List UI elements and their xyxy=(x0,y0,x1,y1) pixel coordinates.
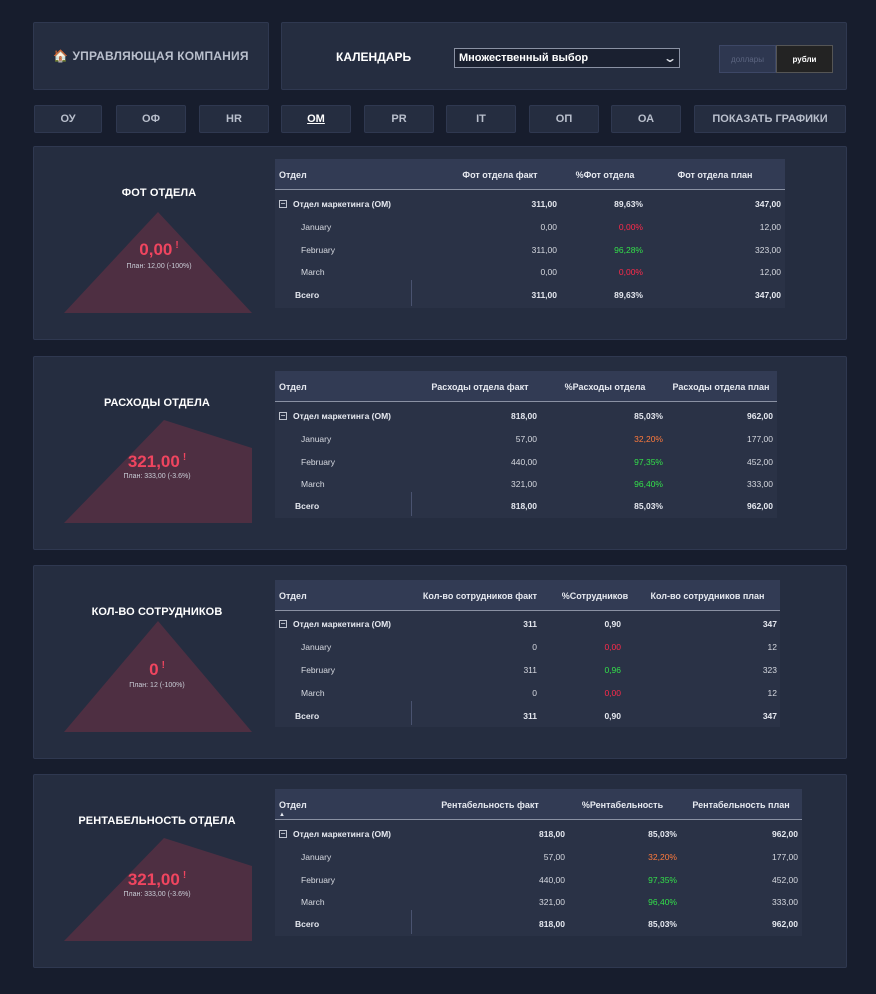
table-group-row[interactable]: − Отдел маркетинга (ОМ) 818,00 85,03% 962… xyxy=(279,828,798,839)
table-total-row: Всего 311,00 89,63% 347,00 xyxy=(295,289,781,300)
chevron-down-icon: ⌄ xyxy=(662,51,678,65)
column-header[interactable]: Рентабельность факт xyxy=(441,799,539,810)
house-icon: 🏠 xyxy=(53,49,69,63)
table-total-row: Всего 818,00 85,03% 962,00 xyxy=(295,918,798,929)
warning-icon: ! xyxy=(182,870,187,881)
calendar-select[interactable]: Множественный выбор ⌄ xyxy=(454,48,680,68)
card-fot: ФОТ ОТДЕЛА 0,00! План: 12,00 (-100%) Отд… xyxy=(33,146,847,340)
tab-hr[interactable]: HR xyxy=(199,105,269,133)
tab-op[interactable]: ОП xyxy=(529,105,599,133)
collapse-icon[interactable]: − xyxy=(279,410,287,420)
column-header[interactable]: Кол-во сотрудников план xyxy=(650,590,765,601)
column-header[interactable]: Расходы отдела факт xyxy=(431,381,529,392)
column-header[interactable]: %Фот отдела xyxy=(575,169,635,180)
column-header[interactable]: Фот отдела план xyxy=(677,169,753,180)
table-group-row[interactable]: − Отдел маркетинга (ОМ) 311 0,90 347 xyxy=(279,618,777,629)
company-label: УПРАВЛЯЮЩАЯ КОМПАНИЯ xyxy=(72,49,249,63)
column-header[interactable]: %Рентабельность xyxy=(581,799,664,810)
data-table: Отдел Кол-во сотрудников факт %Сотрудник… xyxy=(275,580,780,727)
show-charts-button[interactable]: ПОКАЗАТЬ ГРАФИКИ xyxy=(694,105,846,133)
card-title: ФОТ ОТДЕЛА xyxy=(121,187,197,199)
collapse-icon[interactable]: − xyxy=(279,618,287,628)
kpi-plan: План: 12 (-100%) xyxy=(129,682,185,689)
sort-ascending-icon[interactable]: ▲ xyxy=(279,812,285,818)
table-row: January 0,00 0,00% 12,00 xyxy=(301,221,781,232)
table-row: January 57,00 32,20% 177,00 xyxy=(301,433,773,444)
card-expenses: РАСХОДЫ ОТДЕЛА 321,00! План: 333,00 (-3.… xyxy=(33,356,847,550)
dollars-button[interactable]: доллары xyxy=(719,45,776,73)
kpi-shape xyxy=(64,420,252,523)
column-header[interactable]: Кол-во сотрудников факт xyxy=(422,590,538,601)
column-header[interactable]: Отдел ▲ xyxy=(279,799,307,819)
column-header[interactable]: %Расходы отдела xyxy=(564,381,646,392)
table-row: March 321,00 96,40% 333,00 xyxy=(301,478,773,489)
column-header[interactable]: Отдел xyxy=(279,590,307,601)
rubles-button[interactable]: рубли xyxy=(776,45,833,73)
kpi-value: 321,00! xyxy=(127,870,187,889)
table-row: February 440,00 97,35% 452,00 xyxy=(301,456,773,467)
table-row: February 311 0,96 323 xyxy=(301,664,777,675)
table-header: Отдел ▲ Рентабельность факт %Рентабельнос… xyxy=(275,789,802,820)
table-total-row: Всего 311 0,90 347 xyxy=(295,710,777,721)
card-title: РЕНТАБЕЛЬНОСТЬ ОТДЕЛА xyxy=(78,815,236,827)
tab-om[interactable]: ОМ xyxy=(281,105,351,133)
card-title: КОЛ-ВО СОТРУДНИКОВ xyxy=(91,606,223,618)
kpi-plan: План: 333,00 (-3.6%) xyxy=(123,473,191,480)
column-header[interactable]: Фот отдела факт xyxy=(462,169,538,180)
data-table: Отдел Расходы отдела факт %Расходы отдел… xyxy=(275,371,777,518)
column-header[interactable]: %Сотрудников xyxy=(561,590,629,601)
kpi-shape xyxy=(64,212,252,313)
warning-icon: ! xyxy=(161,660,165,671)
table-row: February 440,00 97,35% 452,00 xyxy=(301,874,798,885)
calendar-label: КАЛЕНДАРЬ xyxy=(336,50,412,64)
card-profitability: РЕНТАБЕЛЬНОСТЬ ОТДЕЛА 321,00! План: 333,… xyxy=(33,774,847,968)
card-title: РАСХОДЫ ОТДЕЛА xyxy=(104,397,210,409)
calendar-panel: КАЛЕНДАРЬ Множественный выбор ⌄ доллары … xyxy=(281,22,847,90)
kpi-value: 321,00! xyxy=(127,452,187,471)
warning-icon: ! xyxy=(175,240,179,251)
card-headcount: КОЛ-ВО СОТРУДНИКОВ 0! План: 12 (-100%) О… xyxy=(33,565,847,759)
kpi-shape xyxy=(64,838,252,941)
table-row: March 0,00 0,00% 12,00 xyxy=(301,266,781,277)
tab-oa[interactable]: ОА xyxy=(611,105,681,133)
kpi-plan: План: 333,00 (-3.6%) xyxy=(123,891,191,898)
kpi-value: 0! xyxy=(149,660,165,679)
table-header: Отдел Кол-во сотрудников факт %Сотрудник… xyxy=(275,580,780,611)
table-row: February 311,00 96,28% 323,00 xyxy=(301,244,781,255)
table-group-row[interactable]: − Отдел маркетинга (ОМ) 818,00 85,03% 962… xyxy=(279,410,773,421)
table-total-row: Всего 818,00 85,03% 962,00 xyxy=(295,500,773,511)
collapse-icon[interactable]: − xyxy=(279,828,287,838)
calendar-select-value: Множественный выбор xyxy=(459,52,589,64)
table-header: Отдел Расходы отдела факт %Расходы отдел… xyxy=(275,371,777,402)
kpi-shape xyxy=(64,621,252,732)
column-header[interactable]: Расходы отдела план xyxy=(672,381,770,392)
tab-of[interactable]: ОФ xyxy=(116,105,186,133)
collapse-icon[interactable]: − xyxy=(279,198,287,208)
column-header[interactable]: Отдел xyxy=(279,381,307,392)
tab-it[interactable]: IT xyxy=(446,105,516,133)
data-table: Отдел ▲ Рентабельность факт %Рентабельнос… xyxy=(275,789,802,936)
table-row: March 0 0,00 12 xyxy=(301,687,777,698)
data-table: Отдел Фот отдела факт %Фот отдела Фот от… xyxy=(275,159,785,308)
kpi-plan: План: 12,00 (-100%) xyxy=(126,263,192,270)
table-row: January 0 0,00 12 xyxy=(301,641,777,652)
table-group-row[interactable]: − Отдел маркетинга (ОМ) 311,00 89,63% 347… xyxy=(279,198,781,209)
tab-ou[interactable]: ОУ xyxy=(34,105,102,133)
column-header[interactable]: Отдел xyxy=(279,169,307,180)
company-button[interactable]: 🏠 УПРАВЛЯЮЩАЯ КОМПАНИЯ xyxy=(33,22,269,90)
table-header: Отдел Фот отдела факт %Фот отдела Фот от… xyxy=(275,159,785,190)
tab-pr[interactable]: PR xyxy=(364,105,434,133)
warning-icon: ! xyxy=(182,452,187,463)
kpi-value: 0,00! xyxy=(139,240,179,259)
currency-toggle: доллары рубли xyxy=(719,45,833,73)
column-header[interactable]: Рентабельность план xyxy=(692,799,790,810)
table-row: March 321,00 96,40% 333,00 xyxy=(301,896,798,907)
table-row: January 57,00 32,20% 177,00 xyxy=(301,851,798,862)
